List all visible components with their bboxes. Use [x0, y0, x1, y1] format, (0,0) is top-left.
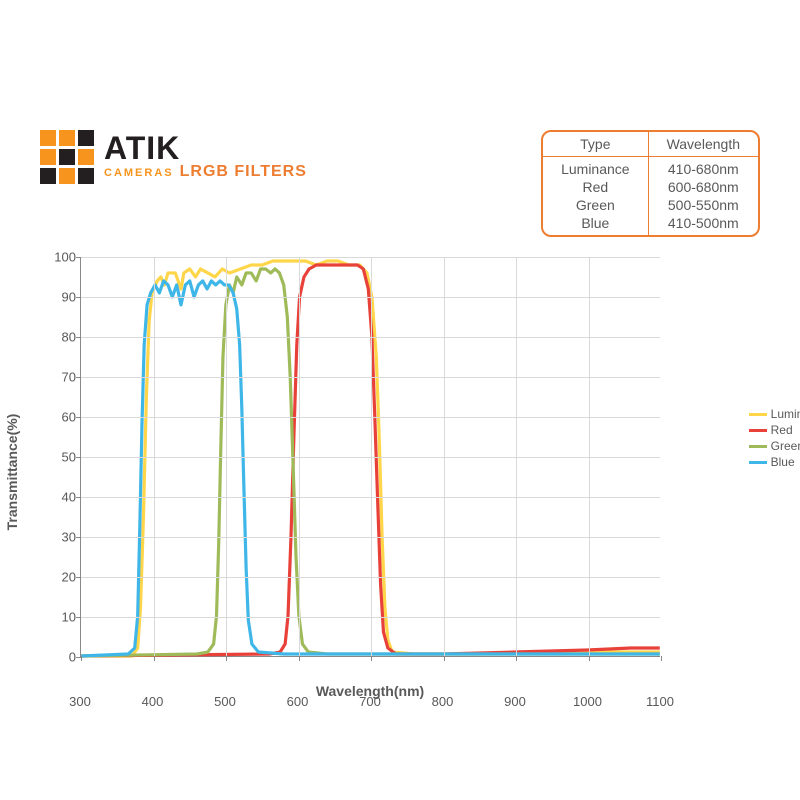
header: ATIK CAMERAS LRGB FILTERS Type Wavelengt… — [40, 130, 760, 237]
logo-subtitle: LRGB FILTERS — [180, 163, 307, 181]
plot-area — [80, 257, 660, 657]
x-tick: 1100 — [646, 694, 674, 709]
spec-cell: 410-680nm — [648, 157, 758, 179]
spec-cell: 600-680nm — [648, 178, 758, 196]
x-tick: 500 — [214, 694, 236, 709]
y-tick: 10 — [50, 610, 76, 625]
legend-label: Red — [771, 423, 793, 437]
legend-swatch-icon — [749, 429, 767, 432]
x-tick: 400 — [142, 694, 164, 709]
y-tick: 100 — [50, 250, 76, 265]
legend-item: Green — [749, 439, 800, 453]
legend-label: Lumina — [771, 407, 800, 421]
legend-item: Red — [749, 423, 800, 437]
spec-cell: Blue — [543, 214, 648, 235]
x-tick: 1000 — [573, 694, 602, 709]
y-tick: 20 — [50, 570, 76, 585]
legend-item: Blue — [749, 455, 800, 469]
spec-cell: 410-500nm — [648, 214, 758, 235]
legend-swatch-icon — [749, 445, 767, 448]
logo-squares-icon — [40, 130, 94, 184]
y-tick: 30 — [50, 530, 76, 545]
spec-col-wave: Wavelength — [648, 132, 758, 157]
y-tick: 80 — [50, 330, 76, 345]
x-tick: 900 — [504, 694, 526, 709]
x-tick: 700 — [359, 694, 381, 709]
x-tick: 800 — [432, 694, 454, 709]
legend-item: Lumina — [749, 407, 800, 421]
spec-col-type: Type — [543, 132, 648, 157]
y-tick: 40 — [50, 490, 76, 505]
legend-swatch-icon — [749, 413, 767, 416]
y-tick: 60 — [50, 410, 76, 425]
spec-cell: Luminance — [543, 157, 648, 179]
logo-brand: ATIK — [104, 133, 180, 163]
logo-cameras: CAMERAS — [104, 167, 174, 179]
y-tick: 0 — [50, 650, 76, 665]
y-tick: 90 — [50, 290, 76, 305]
spec-cell: Green — [543, 196, 648, 214]
x-tick: 300 — [69, 694, 91, 709]
y-tick: 50 — [50, 450, 76, 465]
transmittance-chart: Transmittance(%) Wavelength(nm) LuminaRe… — [40, 257, 740, 687]
legend: Lumina Red Green Blue — [749, 407, 800, 471]
spec-cell: 500-550nm — [648, 196, 758, 214]
y-axis-label: Transmittance(%) — [4, 414, 20, 531]
legend-swatch-icon — [749, 461, 767, 464]
legend-label: Green — [771, 439, 800, 453]
spec-table: Type Wavelength Luminance410-680nmRed600… — [541, 130, 760, 237]
x-tick: 600 — [287, 694, 309, 709]
spec-cell: Red — [543, 178, 648, 196]
logo: ATIK CAMERAS LRGB FILTERS — [40, 130, 307, 184]
legend-label: Blue — [771, 455, 795, 469]
y-tick: 70 — [50, 370, 76, 385]
